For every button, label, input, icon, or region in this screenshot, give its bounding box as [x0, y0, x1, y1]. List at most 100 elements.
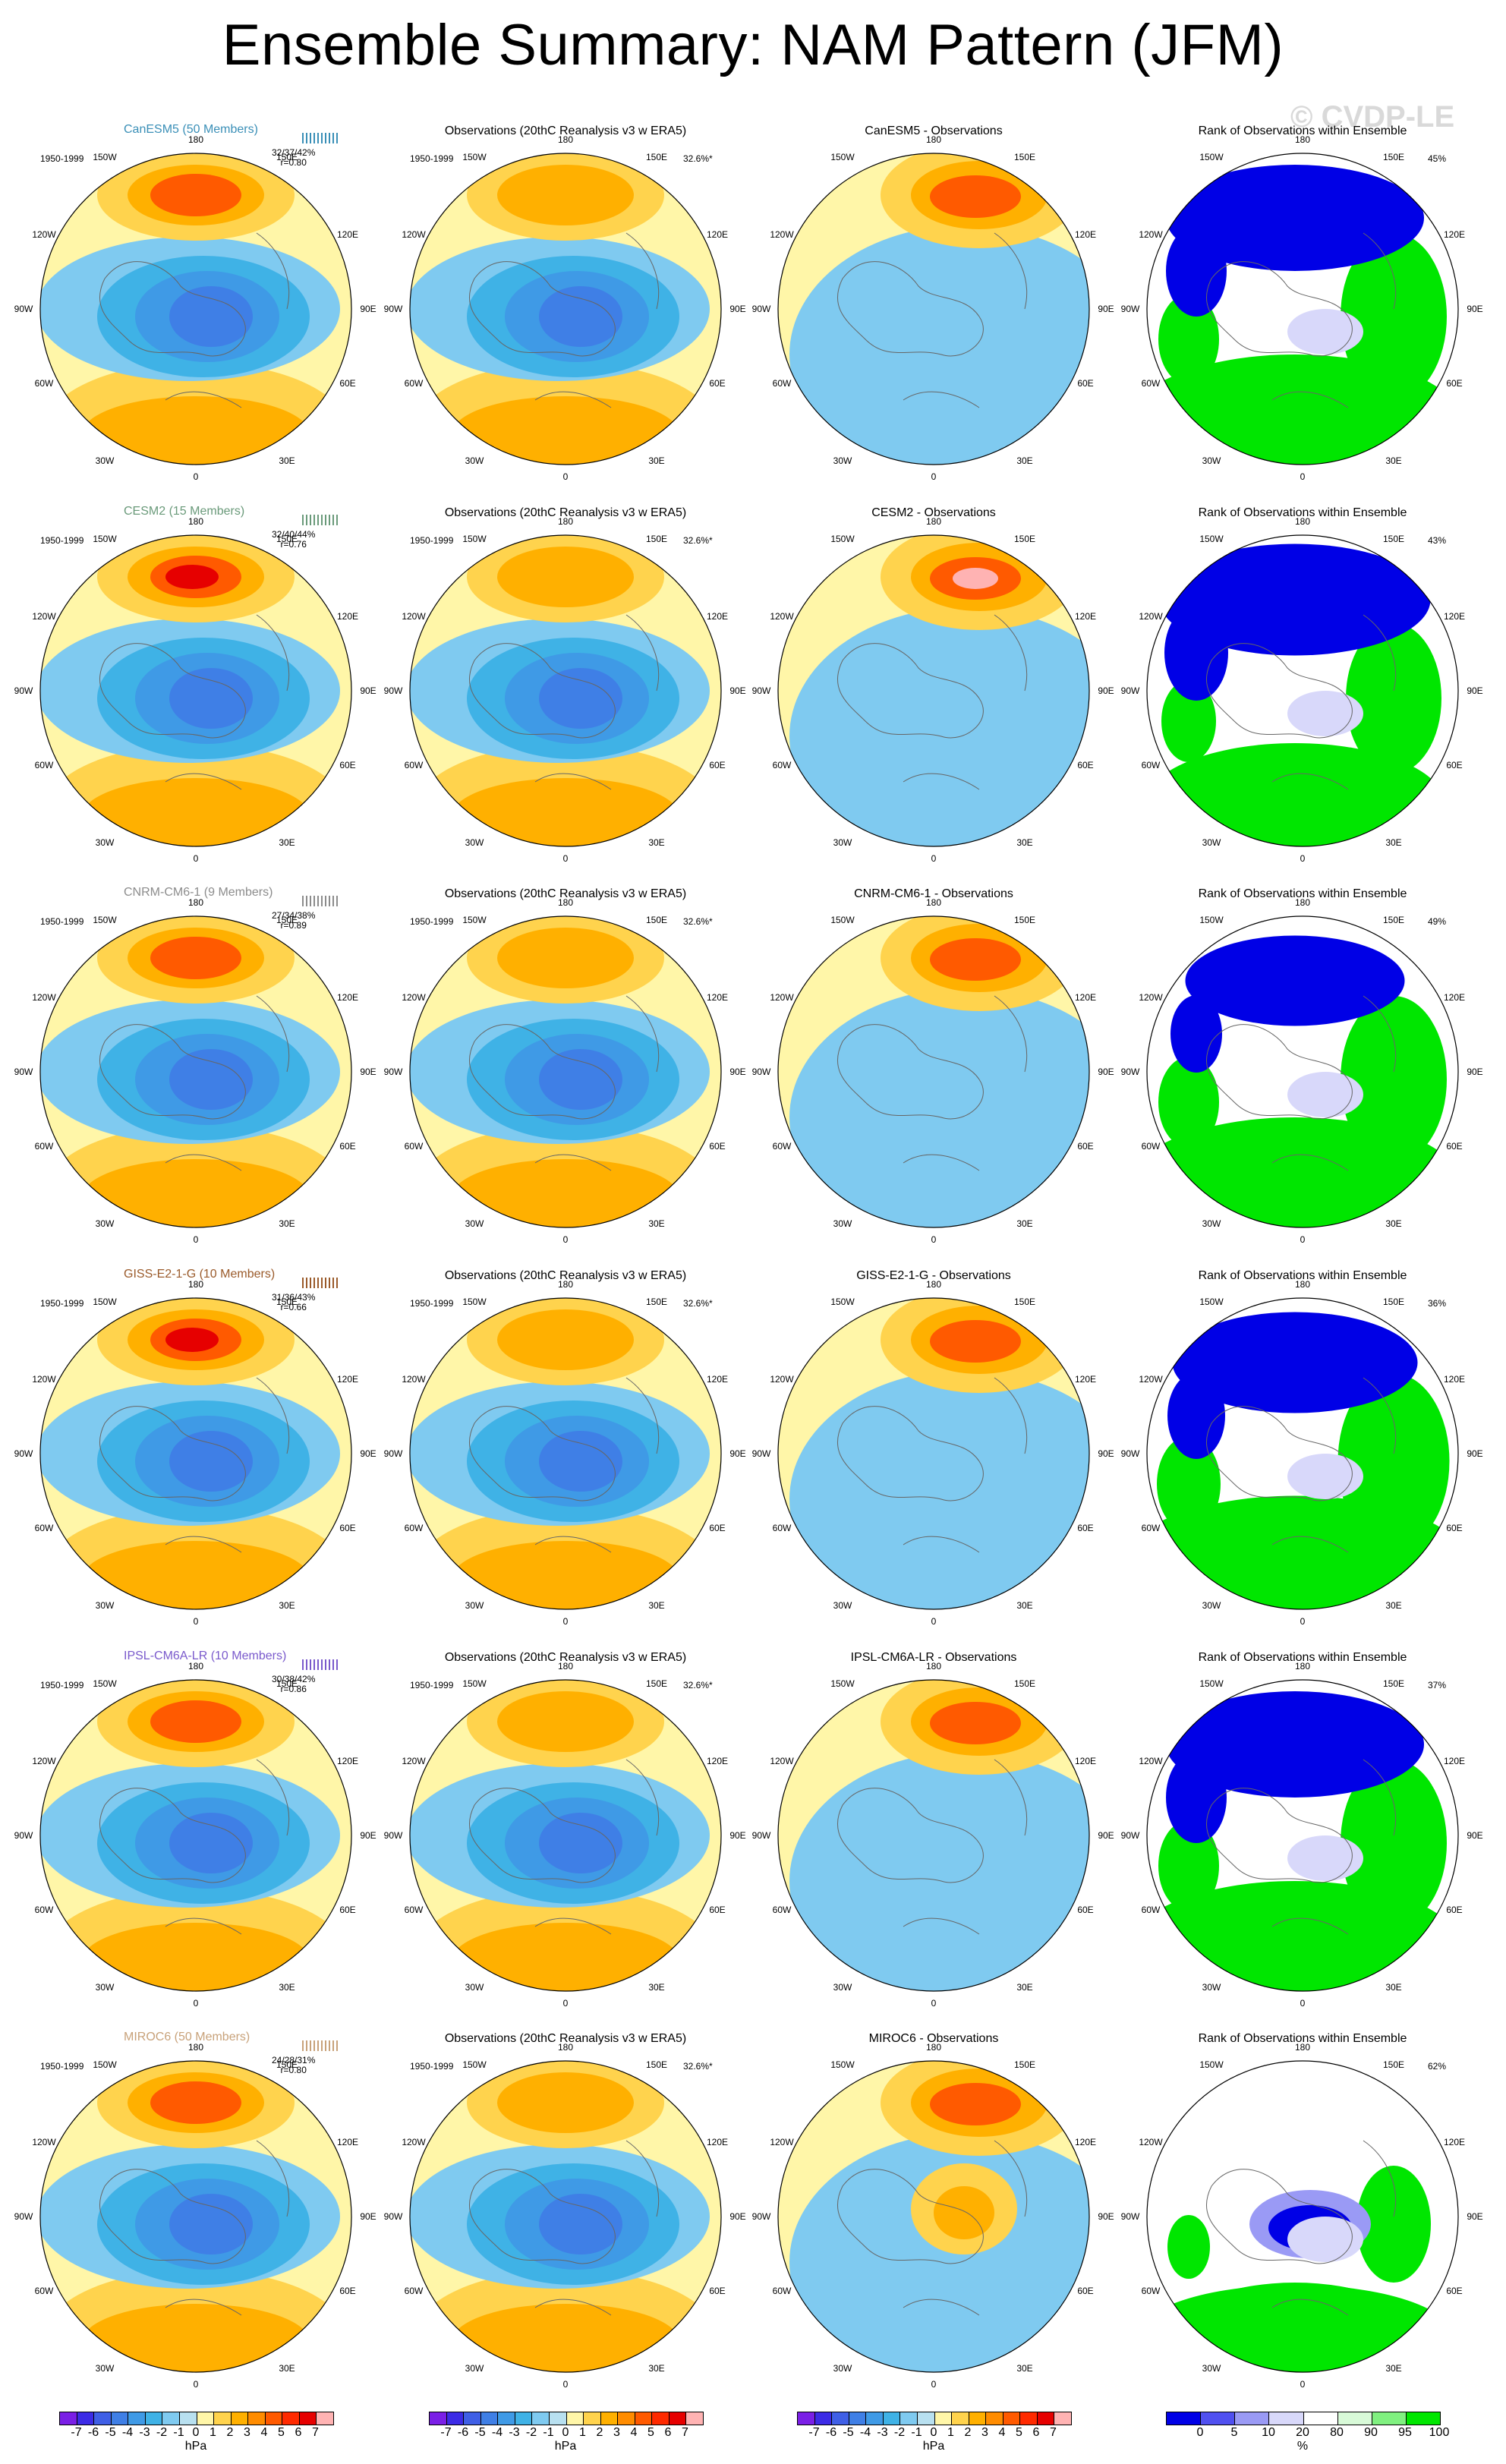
longitude-label: 60E — [339, 1141, 356, 1152]
polar-map — [39, 1297, 352, 1610]
coastline-group — [469, 614, 660, 790]
colorbar-tick-label: 100 — [1429, 2426, 1450, 2439]
rank-region-low — [1166, 225, 1227, 317]
longitude-label: 120W — [1139, 1756, 1163, 1766]
rank-region-mid — [1287, 1454, 1363, 1499]
longitude-label: 30E — [1385, 1218, 1402, 1229]
longitude-label: 90E — [360, 304, 376, 314]
field-positive — [165, 565, 219, 589]
longitude-label: 120E — [706, 1756, 729, 1766]
longitude-label: 30E — [648, 1982, 665, 1993]
colorbar-tick-label: -1 — [911, 2426, 922, 2439]
longitude-label: 180 — [925, 1661, 942, 1672]
longitude-label: 180 — [187, 1279, 204, 1290]
longitude-label: 150W — [462, 2059, 487, 2070]
stats-correlation: r=0.86 — [280, 1684, 307, 1694]
obs-title: Observations (20thC Reanalysis v3 w ERA5… — [444, 506, 687, 519]
longitude-label: 30W — [1202, 455, 1221, 466]
longitude-label: 180 — [557, 1661, 574, 1672]
obs-pct-label: 32.6%* — [683, 153, 713, 164]
stats-range: 27/34/38% — [272, 910, 316, 921]
rank-region-mid — [1287, 1072, 1363, 1117]
longitude-label: 0 — [1300, 1998, 1306, 2009]
longitude-label: 150E — [276, 152, 298, 162]
longitude-label: 30W — [1202, 1218, 1221, 1229]
longitude-label: 120W — [770, 1374, 794, 1385]
coastline-line — [99, 1406, 246, 1501]
longitude-label: 90E — [1098, 1448, 1114, 1459]
map-border — [39, 2060, 352, 2373]
coastline-line — [165, 2140, 290, 2316]
longitude-label: 120E — [1074, 1756, 1097, 1766]
longitude-label: 60W — [404, 2286, 424, 2296]
coastline-line — [469, 2169, 616, 2264]
field-positive — [930, 2083, 1021, 2125]
colorbar-tick-label: 5 — [1230, 2426, 1238, 2439]
colorbar-tick-label: -4 — [491, 2426, 503, 2439]
longitude-label: 150E — [645, 1678, 668, 1689]
field-positive — [497, 547, 634, 607]
coastline-line — [903, 995, 1028, 1171]
longitude-label: 60W — [404, 1523, 424, 1533]
stats-correlation: r=0.80 — [280, 2065, 307, 2075]
longitude-label: 180 — [1294, 516, 1311, 527]
colorbar-swatch — [866, 2412, 884, 2425]
longitude-label: 60E — [1446, 1523, 1463, 1533]
polar-map — [409, 2060, 722, 2373]
coastline-group — [469, 232, 660, 408]
longitude-label: 120W — [32, 1374, 56, 1385]
period-label: 1950-1999 — [40, 153, 84, 164]
colorbar-unit: hPa — [184, 2440, 207, 2453]
longitude-label: 90E — [729, 1448, 746, 1459]
colorbar-swatch — [1167, 2412, 1202, 2425]
longitude-label: 30E — [1016, 1218, 1033, 1229]
colorbar-tick-label: 0 — [930, 2426, 937, 2439]
longitude-label: 90E — [360, 1830, 376, 1841]
map-border — [777, 153, 1090, 465]
coastline-line — [99, 643, 246, 739]
field-positive — [930, 1702, 1021, 1744]
colorbar-swatch — [917, 2412, 935, 2425]
longitude-label: 90W — [383, 1448, 403, 1459]
colorbar-unit: % — [1296, 2440, 1309, 2453]
longitude-label: 120E — [336, 2137, 359, 2147]
field-negative — [539, 286, 622, 347]
longitude-label: 30E — [1016, 1600, 1033, 1611]
longitude-label: 120E — [1074, 992, 1097, 1003]
map-border — [1146, 1297, 1459, 1610]
longitude-label: 90E — [1098, 1067, 1114, 1077]
longitude-label: 30W — [95, 1982, 115, 1993]
colorbar-swatch — [532, 2412, 550, 2425]
field-positive — [953, 568, 998, 589]
colorbar-swatch — [849, 2412, 867, 2425]
longitude-label: 90E — [729, 304, 746, 314]
longitude-label: 60E — [1446, 760, 1463, 770]
longitude-label: 120W — [402, 2137, 426, 2147]
colorbar-tick-label: 0 — [562, 2426, 569, 2439]
longitude-label: 60W — [1141, 760, 1161, 770]
longitude-label: 90E — [1467, 685, 1483, 696]
diff-title: CESM2 - Observations — [871, 506, 996, 519]
colorbar-tick-label: 80 — [1330, 2426, 1344, 2439]
stats-correlation: r=0.66 — [280, 1302, 307, 1312]
field-positive — [497, 928, 634, 988]
longitude-label: 150E — [1013, 1678, 1036, 1689]
colorbar-swatch — [618, 2412, 635, 2425]
polar-map — [39, 534, 352, 847]
colorbar-swatch — [111, 2412, 129, 2425]
longitude-label: 60W — [772, 1141, 792, 1152]
longitude-label: 90W — [1120, 2211, 1140, 2222]
longitude-label: 60E — [339, 378, 356, 389]
longitude-label: 120W — [1139, 229, 1163, 240]
obs-title: Observations (20thC Reanalysis v3 w ERA5… — [444, 124, 687, 137]
longitude-label: 30E — [1385, 2363, 1402, 2374]
colorbar-tick-label: -1 — [543, 2426, 554, 2439]
longitude-label: 60W — [34, 760, 54, 770]
coastline-group — [99, 614, 290, 790]
longitude-label: 60E — [1077, 2286, 1094, 2296]
diff-title: CanESM5 - Observations — [865, 124, 1003, 137]
longitude-label: 150W — [1199, 915, 1224, 925]
longitude-label: 90W — [1120, 1830, 1140, 1841]
coastline-group — [99, 232, 290, 408]
colorbar-tick-label: 1 — [579, 2426, 586, 2439]
